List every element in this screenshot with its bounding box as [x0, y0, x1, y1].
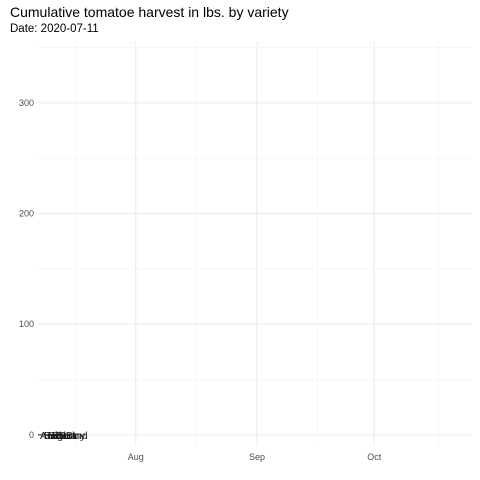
series-end-label: Brand: [60, 430, 88, 442]
axis-layer: 0 100 200 300 Aug Sep Oct: [19, 98, 382, 462]
series-end-label: Black: [52, 430, 78, 442]
x-tick-label: Aug: [128, 452, 144, 462]
y-tick-label: 200: [19, 209, 34, 219]
x-tick-label: Sep: [249, 452, 265, 462]
x-tick-label: Oct: [367, 452, 382, 462]
series-end-label: Better: [44, 430, 73, 442]
series-end-label: Bonny: [56, 430, 87, 442]
y-tick-label: 300: [19, 98, 34, 108]
series-end-label: Amish: [40, 430, 69, 442]
chart-subtitle: Date: 2020-07-11: [10, 23, 99, 35]
series-end-label: Big Bt: [48, 430, 76, 442]
y-tick-label: 0: [29, 430, 34, 440]
y-tick-label: 100: [19, 319, 34, 329]
grid-layer: [38, 42, 472, 446]
chart-title: Cumulative tomatoe harvest in lbs. by va…: [10, 4, 289, 20]
